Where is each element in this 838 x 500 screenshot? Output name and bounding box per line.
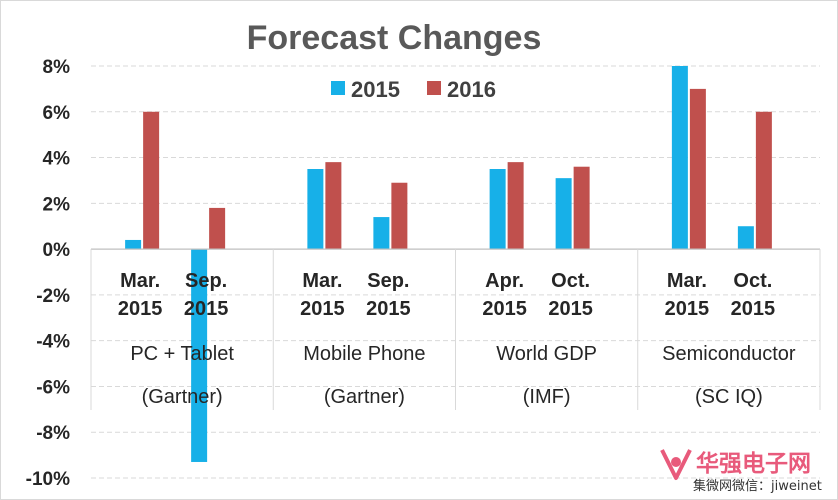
group-label-name: World GDP — [496, 343, 597, 365]
watermark: 华强电子网 集微网微信：jiweinet — [660, 449, 822, 494]
category-label-year: 2015 — [300, 298, 345, 320]
bar-2016 — [391, 182, 408, 250]
y-tick-label: 2% — [43, 194, 71, 215]
y-tick-label: -8% — [36, 423, 70, 444]
category-label-month: Mar. — [120, 270, 160, 292]
bar-2016 — [755, 111, 772, 250]
y-tick-label: -4% — [36, 332, 70, 353]
chart-title: Forecast Changes — [247, 19, 542, 57]
bar-series — [125, 66, 772, 462]
group-label-name: Mobile Phone — [303, 343, 425, 365]
category-label-year: 2015 — [184, 298, 229, 320]
category-label-month: Oct. — [733, 270, 772, 292]
bar-2015 — [307, 169, 324, 250]
watermark-wechat: 集微网微信：jiweinet — [693, 478, 822, 494]
category-label-month: Mar. — [302, 270, 342, 292]
group-label-source: (SC IQ) — [695, 386, 763, 408]
y-axis-ticks: 8% 6% 4% 2% 0% -2% -4% -6% -8% -10% — [26, 57, 70, 490]
category-label-year: 2015 — [731, 298, 776, 320]
bar-2015 — [671, 66, 688, 250]
group-label-source: (IMF) — [523, 386, 571, 408]
watermark-brand: 华强电子网 — [696, 450, 811, 477]
bar-2015 — [373, 217, 390, 250]
y-tick-label: 4% — [43, 149, 71, 170]
y-tick-label: 8% — [43, 57, 71, 78]
category-label-month: Apr. — [485, 270, 524, 292]
y-tick-label: -10% — [26, 469, 70, 490]
category-label-year: 2015 — [665, 298, 710, 320]
y-tick-label: -6% — [36, 377, 70, 398]
group-label-source: (Gartner) — [324, 386, 405, 408]
category-label-year: 2015 — [548, 298, 593, 320]
bar-2016 — [325, 162, 342, 250]
bar-2015 — [737, 226, 754, 250]
bar-2016 — [209, 207, 226, 250]
category-label-month: Oct. — [551, 270, 590, 292]
category-label-month: Sep. — [185, 270, 227, 292]
group-label-name: PC + Tablet — [130, 343, 234, 365]
bar-2016 — [507, 162, 524, 250]
category-label-month: Mar. — [667, 270, 707, 292]
group-label-name: Semiconductor — [662, 343, 796, 365]
category-label-month: Sep. — [367, 270, 409, 292]
category-axis: Mar. 2015 Sep. 2015 Mar. 2015 Sep. 2015 Apr. 2015… — [90, 248, 821, 410]
category-label-year: 2015 — [118, 298, 163, 320]
bar-2015 — [125, 239, 142, 250]
legend-swatch-2015 — [331, 81, 345, 95]
group-label-source: (Gartner) — [142, 386, 223, 408]
watermark-logo-icon — [660, 449, 692, 480]
bar-2015 — [555, 178, 572, 250]
legend-swatch-2016 — [427, 81, 441, 95]
legend: 2015 2016 — [331, 77, 496, 102]
legend-label-2016: 2016 — [447, 77, 496, 102]
y-tick-label: 6% — [43, 103, 71, 124]
category-label-year: 2015 — [366, 298, 411, 320]
category-label-year: 2015 — [482, 298, 527, 320]
bar-2016 — [573, 166, 590, 250]
bar-2016 — [689, 88, 706, 250]
bar-2016 — [143, 111, 160, 250]
y-tick-label: 0% — [43, 240, 71, 261]
y-tick-label: -2% — [36, 286, 70, 307]
bar-2015 — [489, 169, 506, 250]
legend-label-2015: 2015 — [351, 77, 400, 102]
bar-2015 — [191, 249, 208, 462]
